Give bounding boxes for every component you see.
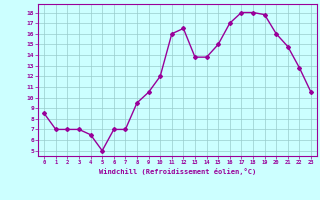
X-axis label: Windchill (Refroidissement éolien,°C): Windchill (Refroidissement éolien,°C) [99, 168, 256, 175]
